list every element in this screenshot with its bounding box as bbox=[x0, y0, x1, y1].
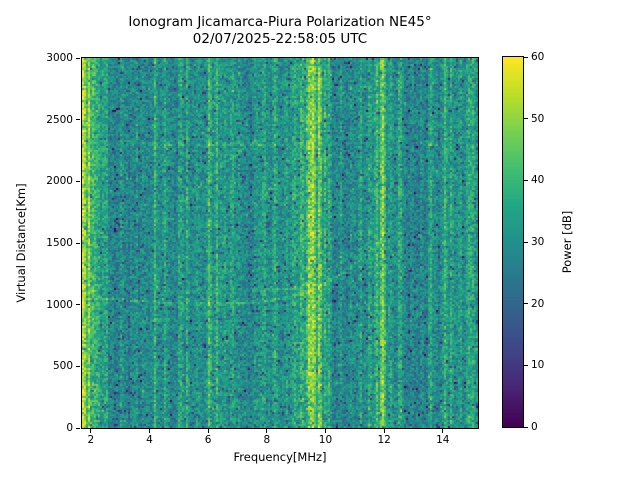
x-tick-mark bbox=[148, 429, 150, 433]
y-tick-label: 0 bbox=[66, 422, 73, 434]
y-tick-label: 1000 bbox=[46, 298, 73, 311]
x-tick-label: 14 bbox=[436, 434, 450, 446]
y-tick-label: 3000 bbox=[46, 52, 73, 64]
colorbar-tick-mark bbox=[524, 179, 528, 181]
chart-title: Ionogram Jicamarca-Piura Polarization NE… bbox=[128, 14, 431, 47]
chart-title-line2: 02/07/2025-22:58:05 UTC bbox=[192, 30, 368, 47]
y-tick-label: 1500 bbox=[46, 237, 73, 249]
x-tick-mark bbox=[90, 429, 92, 433]
y-tick-mark bbox=[76, 427, 80, 429]
ionogram-heatmap-canvas bbox=[82, 58, 478, 428]
x-tick-mark bbox=[266, 429, 268, 433]
colorbar-tick-mark bbox=[524, 56, 528, 58]
colorbar-tick-label: 50 bbox=[531, 112, 545, 125]
x-tick-label: 4 bbox=[146, 434, 153, 446]
y-tick-mark bbox=[76, 180, 80, 182]
colorbar-tick-label: 0 bbox=[531, 421, 538, 433]
y-tick-mark bbox=[76, 57, 80, 59]
x-tick-mark bbox=[324, 429, 326, 433]
y-tick-mark bbox=[76, 304, 80, 306]
colorbar bbox=[502, 56, 524, 428]
colorbar-tick-label: 40 bbox=[531, 174, 545, 187]
colorbar-tick-label: 10 bbox=[531, 359, 545, 372]
y-tick-mark bbox=[76, 365, 80, 367]
colorbar-tick-label: 60 bbox=[531, 51, 545, 63]
x-tick-mark bbox=[207, 429, 209, 433]
y-tick-mark bbox=[76, 242, 80, 244]
y-axis-label: Virtual Distance[Km] bbox=[14, 183, 28, 303]
x-tick-label: 6 bbox=[204, 434, 212, 446]
x-axis-label: Frequency[MHz] bbox=[233, 450, 327, 464]
x-tick-label: 10 bbox=[318, 434, 333, 446]
x-tick-mark bbox=[442, 429, 444, 433]
colorbar-tick-mark bbox=[524, 118, 528, 120]
x-tick-label: 12 bbox=[377, 434, 391, 446]
y-tick-label: 2000 bbox=[46, 175, 73, 188]
colorbar-tick-mark bbox=[524, 426, 528, 428]
colorbar-label: Power [dB] bbox=[560, 210, 574, 274]
colorbar-tick-mark bbox=[524, 303, 528, 305]
chart-title-line1: Ionogram Jicamarca-Piura Polarization NE… bbox=[128, 14, 432, 30]
y-tick-label: 2500 bbox=[46, 113, 73, 126]
x-tick-label: 2 bbox=[87, 434, 95, 446]
y-tick-label: 500 bbox=[52, 360, 73, 373]
colorbar-tick-label: 30 bbox=[531, 236, 545, 248]
x-tick-label: 8 bbox=[263, 434, 271, 446]
y-tick-mark bbox=[76, 119, 80, 121]
x-tick-mark bbox=[383, 429, 385, 433]
colorbar-tick-label: 20 bbox=[531, 297, 545, 310]
colorbar-tick-mark bbox=[524, 364, 528, 366]
plot-area bbox=[81, 57, 479, 429]
colorbar-gradient-canvas bbox=[503, 57, 523, 427]
colorbar-tick-mark bbox=[524, 241, 528, 243]
